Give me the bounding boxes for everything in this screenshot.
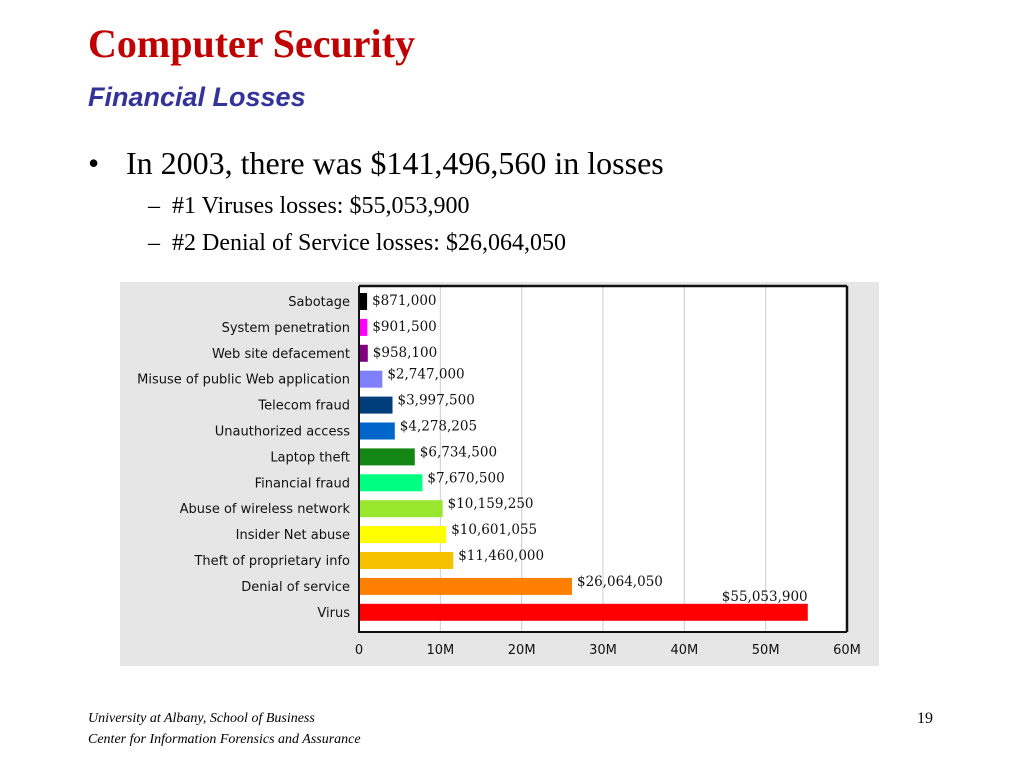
category-label-7: Financial fraud xyxy=(255,476,350,491)
category-label-12: Virus xyxy=(317,606,350,621)
bar-8 xyxy=(360,500,443,518)
category-label-4: Telecom fraud xyxy=(257,399,350,414)
value-label-5: $4,278,205 xyxy=(400,419,477,435)
main-bullet: • In 2003, there was $141,496,560 in loss… xyxy=(88,143,664,183)
bullet-symbol: • xyxy=(88,145,100,181)
category-label-2: Web site defacement xyxy=(212,347,350,362)
category-label-6: Laptop theft xyxy=(270,450,350,465)
value-label-9: $10,601,055 xyxy=(451,522,537,538)
category-label-9: Insider Net abuse xyxy=(236,528,350,543)
x-tick-label-0: 0 xyxy=(355,643,363,658)
sub-bullet-dos: – #2 Denial of Service losses: $26,064,05… xyxy=(148,228,566,258)
value-label-12: $55,053,900 xyxy=(722,589,808,605)
bar-3 xyxy=(360,370,383,388)
category-label-3: Misuse of public Web application xyxy=(137,373,350,388)
x-tick-label-40M: 40M xyxy=(670,643,698,658)
bar-9 xyxy=(360,526,447,544)
value-label-0: $871,000 xyxy=(372,293,436,309)
bar-7 xyxy=(360,474,423,492)
x-tick-label-30M: 30M xyxy=(589,643,617,658)
category-label-10: Theft of proprietary info xyxy=(193,554,350,569)
bar-2 xyxy=(360,344,368,362)
footer-institution: University at Albany, School of Business xyxy=(88,711,315,726)
footer: University at Albany, School of Business… xyxy=(88,708,361,750)
footer-center: Center for Information Forensics and Ass… xyxy=(88,732,361,747)
sub-bullet-dash: – xyxy=(148,230,160,256)
value-label-8: $10,159,250 xyxy=(448,496,534,512)
x-tick-label-50M: 50M xyxy=(752,643,780,658)
value-label-2: $958,100 xyxy=(373,345,437,361)
main-bullet-text: In 2003, there was $141,496,560 in losse… xyxy=(126,145,664,181)
value-label-6: $6,734,500 xyxy=(420,444,497,460)
value-label-1: $901,500 xyxy=(372,319,436,335)
value-label-11: $26,064,050 xyxy=(577,574,663,590)
value-label-4: $3,997,500 xyxy=(398,393,475,409)
chart-canvas: 0 10M 20M 30M 40M 50M 60M Sabotage $871,000 Syste… xyxy=(137,284,861,658)
category-label-1: System penetration xyxy=(222,321,350,336)
value-label-3: $2,747,000 xyxy=(387,367,464,383)
value-label-7: $7,670,500 xyxy=(427,470,504,486)
x-tick-label-10M: 10M xyxy=(426,643,454,658)
category-label-0: Sabotage xyxy=(288,295,350,310)
losses-bar-chart: 0 10M 20M 30M 40M 50M 60M Sabotage $871,000 Syste… xyxy=(120,282,879,666)
value-label-10: $11,460,000 xyxy=(458,548,544,564)
sub-bullet-viruses: – #1 Viruses losses: $55,053,900 xyxy=(148,191,469,221)
bar-11 xyxy=(360,577,572,595)
slide-subtitle: Financial Losses xyxy=(88,82,306,112)
bar-6 xyxy=(360,448,415,466)
sub-bullet-dash: – xyxy=(148,193,160,219)
bar-5 xyxy=(360,422,395,440)
page-number: 19 xyxy=(917,710,933,727)
sub-bullet-text: #2 Denial of Service losses: $26,064,050 xyxy=(172,230,566,256)
bar-12 xyxy=(360,603,808,621)
category-label-5: Unauthorized access xyxy=(215,425,350,440)
bar-0 xyxy=(360,293,368,310)
bar-1 xyxy=(360,318,368,336)
x-tick-label-20M: 20M xyxy=(508,643,536,658)
category-label-8: Abuse of wireless network xyxy=(180,502,351,517)
bar-4 xyxy=(360,396,393,414)
slide-title: Computer Security xyxy=(88,21,415,66)
x-tick-label-60M: 60M xyxy=(833,643,861,658)
category-label-11: Denial of service xyxy=(241,580,350,595)
sub-bullet-text: #1 Viruses losses: $55,053,900 xyxy=(172,193,470,219)
bar-10 xyxy=(360,552,454,569)
